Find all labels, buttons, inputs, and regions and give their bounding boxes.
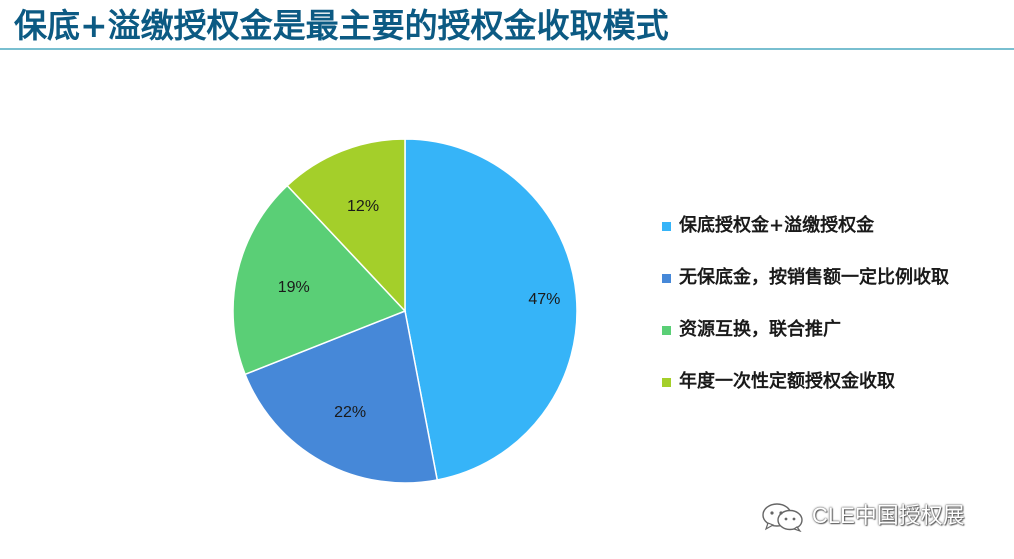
legend-item: 保底授权金+溢缴授权金 <box>662 212 1007 238</box>
legend-swatch <box>662 274 671 283</box>
legend-swatch <box>662 378 671 387</box>
pie-data-labels: 47% 22% 19% 12% <box>278 198 561 421</box>
legend-label: 无保底金，按销售额一定比例收取 <box>679 267 949 288</box>
watermark-text: CLE中国授权展 <box>812 503 965 528</box>
legend-label: 资源互换，联合推广 <box>679 319 841 340</box>
pie-slices <box>232 138 578 484</box>
pie-data-label: 22% <box>334 404 366 421</box>
title-divider <box>0 48 1014 50</box>
wechat-icon <box>762 503 803 532</box>
pie-slice <box>404 138 578 481</box>
pie-slice <box>286 138 406 313</box>
chart-legend: 保底授权金+溢缴授权金 无保底金，按销售额一定比例收取 资源互换，联合推广 年度… <box>662 212 1007 420</box>
pie-data-label: 47% <box>528 291 560 308</box>
legend-item: 年度一次性定额授权金收取 <box>662 368 1007 394</box>
legend-swatch <box>662 326 671 335</box>
legend-swatch <box>662 222 671 231</box>
pie-slice <box>232 184 407 376</box>
pie-slice <box>244 309 439 484</box>
legend-item: 无保底金，按销售额一定比例收取 <box>662 264 1007 290</box>
page-title: 保底+溢缴授权金是最主要的授权金收取模式 <box>14 6 669 45</box>
pie-data-label: 19% <box>278 279 310 296</box>
legend-label: 年度一次性定额授权金收取 <box>679 371 895 392</box>
legend-label: 保底授权金+溢缴授权金 <box>679 215 875 236</box>
pie-data-label: 12% <box>347 198 379 215</box>
legend-item: 资源互换，联合推广 <box>662 316 1007 342</box>
